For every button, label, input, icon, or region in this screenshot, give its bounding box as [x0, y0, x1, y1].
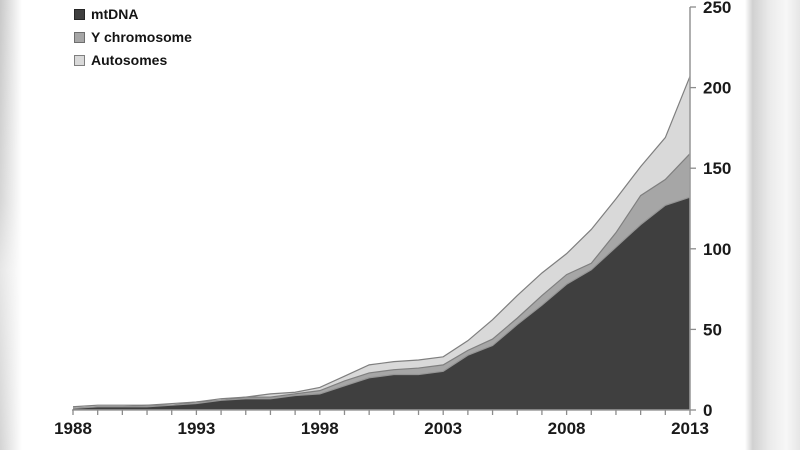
- y-axis-label: 100: [703, 240, 731, 259]
- legend-label-y-chromosome: Y chromosome: [91, 29, 192, 45]
- legend-item-mtdna: mtDNA: [74, 7, 192, 21]
- y-axis-label: 150: [703, 159, 731, 178]
- x-axis-label: 1988: [54, 419, 92, 438]
- legend-swatch-y-chromosome-icon: [74, 31, 85, 43]
- area-edge-autosomes: [72, 76, 691, 408]
- legend-swatch-autosomes-icon: [74, 54, 85, 66]
- chart-legend: mtDNA Y chromosome Autosomes: [74, 7, 192, 67]
- x-axis-label: 1993: [177, 419, 215, 438]
- y-axis-label: 0: [703, 401, 712, 420]
- x-axis-label: 1998: [301, 419, 339, 438]
- y-axis-label: 250: [703, 0, 731, 17]
- y-axis-label: 50: [703, 320, 722, 339]
- legend-item-y-chromosome: Y chromosome: [74, 30, 192, 44]
- x-axis-label: 2008: [548, 419, 586, 438]
- area-mtdna: [73, 197, 690, 410]
- x-axis-label: 2003: [424, 419, 462, 438]
- x-axis-label: 2013: [671, 419, 709, 438]
- legend-label-autosomes: Autosomes: [91, 52, 168, 68]
- area-edge-mtdna: [72, 196, 691, 409]
- legend-label-mtdna: mtDNA: [91, 6, 139, 22]
- y-axis-label: 200: [703, 79, 731, 98]
- legend-item-autosomes: Autosomes: [74, 53, 192, 67]
- legend-swatch-mtdna-icon: [74, 8, 85, 20]
